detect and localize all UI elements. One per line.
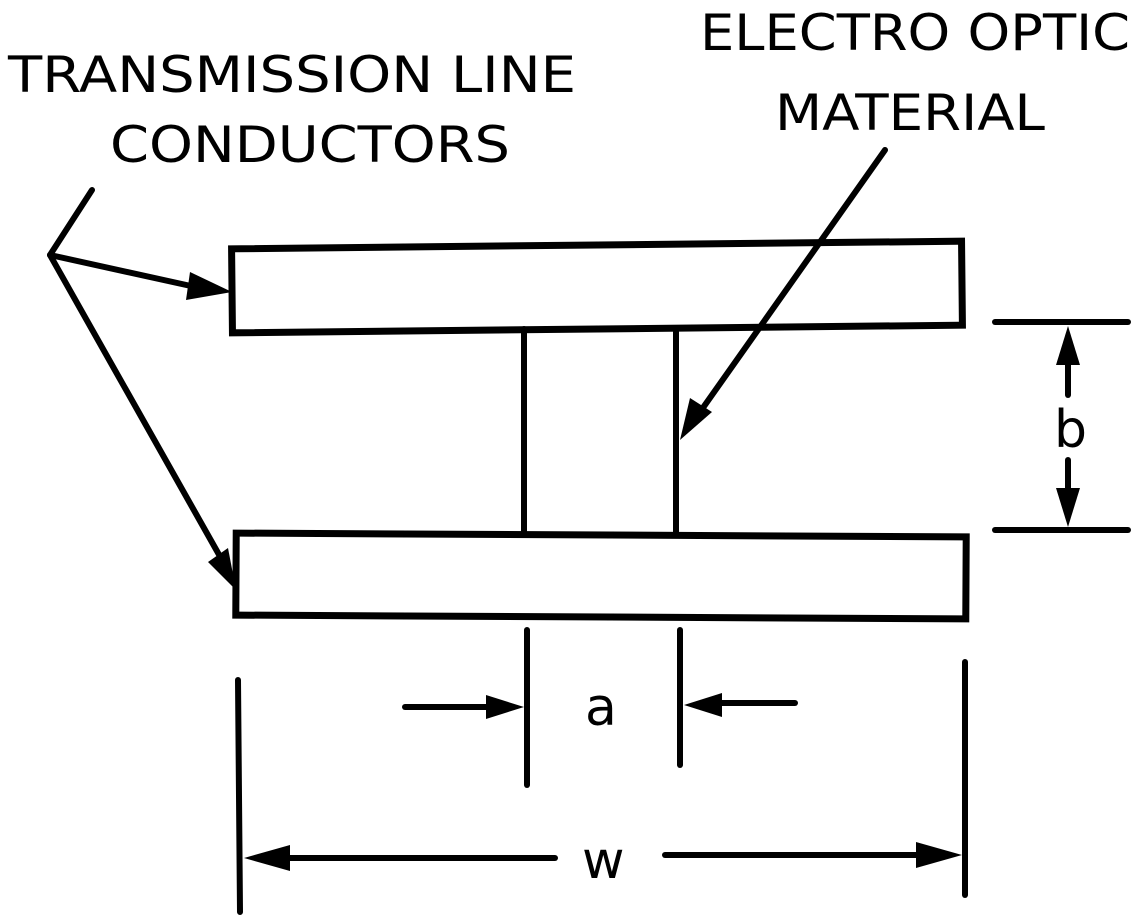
dimension-w [235, 659, 968, 915]
dimension-a-label: a [585, 678, 617, 738]
electro-optic-label-line1: ELECTRO OPTIC [700, 4, 1130, 62]
top-conductor-plate [228, 237, 966, 337]
dimension-b [992, 319, 1131, 533]
electro-optic-label-line2: MATERIAL [775, 84, 1045, 142]
dimension-b-label: b [1054, 400, 1087, 460]
electro-optic-leader [680, 147, 888, 440]
dimension-a [402, 627, 798, 788]
dimension-w-label: w [582, 831, 625, 891]
transmission-line-leader [47, 187, 236, 590]
transmission-line-label-line1: TRANSMISSION LINE [7, 46, 576, 104]
transmission-line-label-line2: CONDUCTORS [110, 116, 510, 174]
electro-optic-material [521, 325, 679, 538]
bottom-conductor-plate [232, 529, 970, 623]
